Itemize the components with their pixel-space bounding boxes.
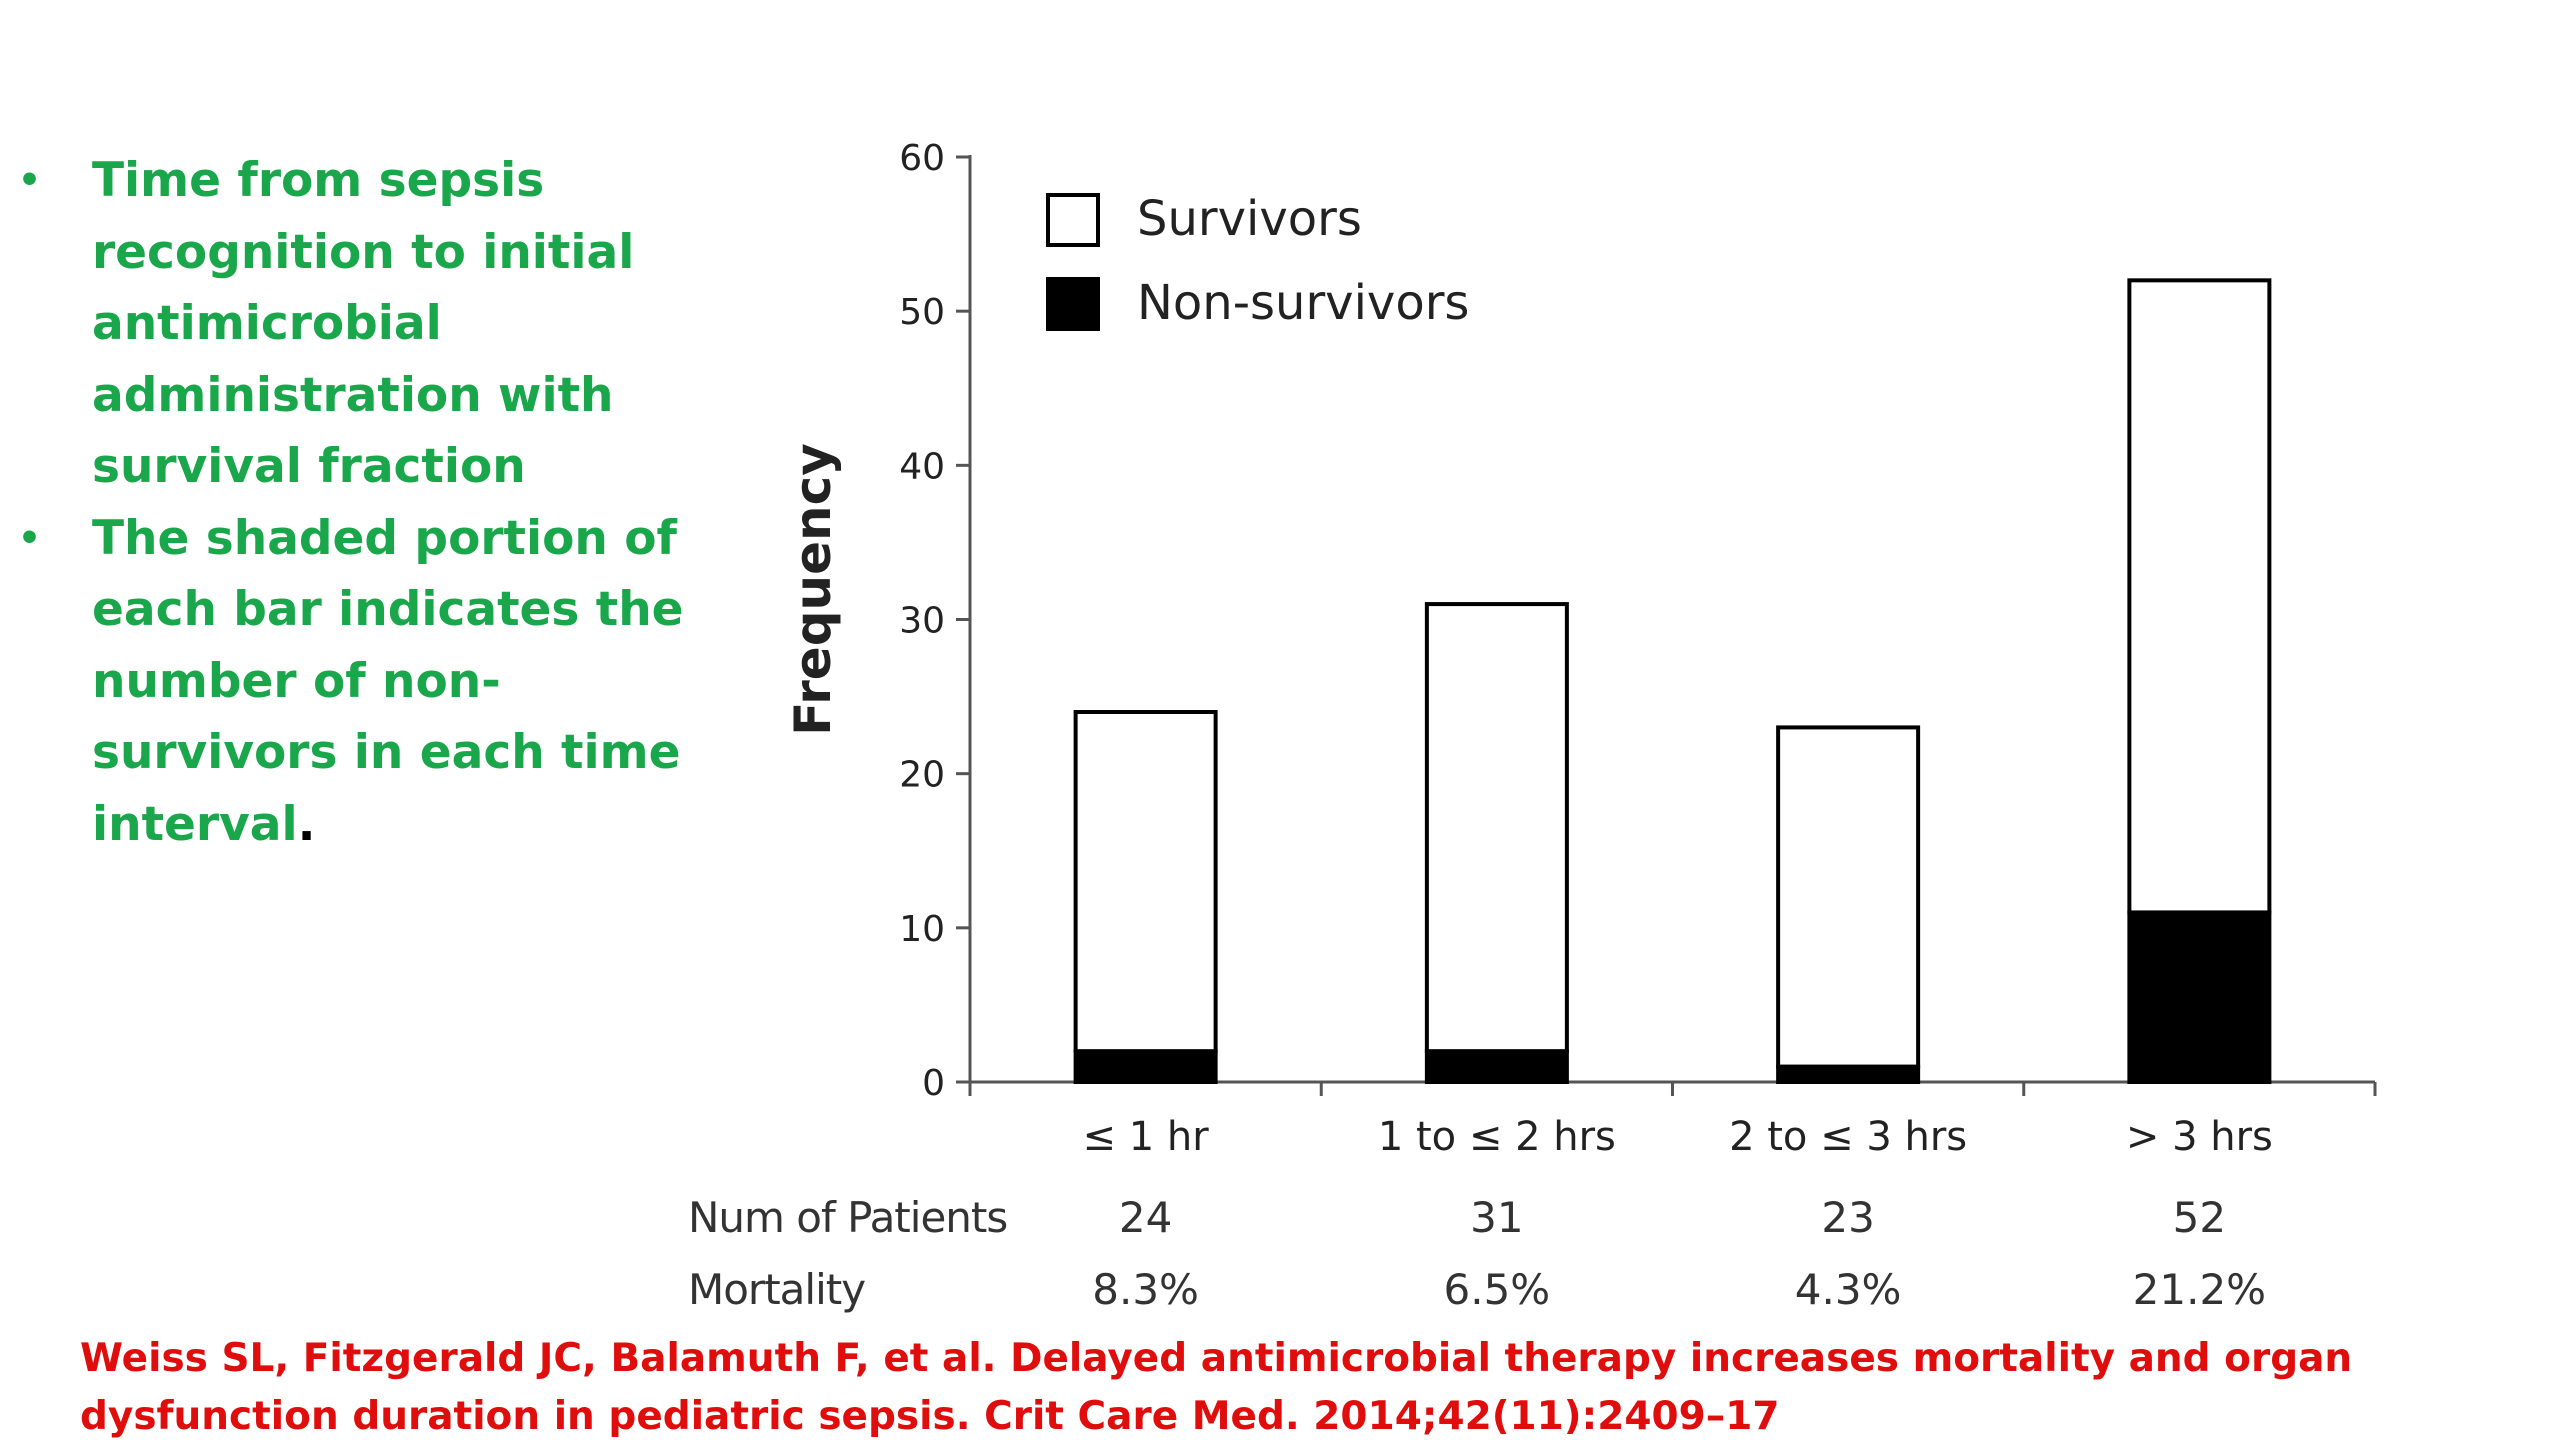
bullet-dot-icon: • xyxy=(18,160,42,201)
y-tick-label: 40 xyxy=(899,446,945,487)
bars xyxy=(1073,278,2272,1085)
y-tick-label: 60 xyxy=(899,138,945,179)
y-axis-title: Frequency xyxy=(784,443,842,736)
x-tick-label: 1 to ≤ 2 hrs xyxy=(1378,1114,1616,1160)
x-tick-label: 2 to ≤ 3 hrs xyxy=(1729,1114,1967,1160)
bar-segment-survivors xyxy=(2127,278,2272,915)
bar-segment-survivors xyxy=(1073,710,1218,1054)
bullet-item: • Time from sepsis recognition to initial… xyxy=(10,145,710,503)
table-cell: 21.2% xyxy=(2133,1265,2266,1314)
bar-segment-non-survivors xyxy=(1073,1049,1218,1084)
bullet-item: • The shaded portion of each bar indicat… xyxy=(10,503,710,861)
bar-segment-non-survivors xyxy=(1424,1049,1569,1084)
table-cell: 23 xyxy=(1821,1193,1874,1242)
y-tick-label: 20 xyxy=(899,755,945,796)
bullet-period: . xyxy=(297,796,316,852)
bar-segment-survivors xyxy=(1776,725,1921,1069)
table-cell: 4.3% xyxy=(1795,1265,1902,1314)
table-cell: 24 xyxy=(1119,1193,1172,1242)
bar-segment-non-survivors xyxy=(2127,910,2272,1085)
table-row-label: Num of Patients xyxy=(688,1193,1007,1242)
bar-segment-non-survivors xyxy=(1776,1064,1921,1085)
bullet-text: The shaded portion of each bar indicates… xyxy=(92,510,684,852)
table-cell: 6.5% xyxy=(1444,1265,1551,1314)
legend-swatch-survivors xyxy=(1046,193,1100,247)
bullet-text: Time from sepsis recognition to initial … xyxy=(92,153,635,494)
chart-legend: Survivors Non-survivors xyxy=(1046,191,1469,331)
legend-label: Non-survivors xyxy=(1137,275,1469,331)
y-tick-label: 50 xyxy=(899,292,945,333)
table-cell: 52 xyxy=(2173,1193,2226,1242)
bullet-dot-icon: • xyxy=(18,517,42,559)
x-axis: ≤ 1 hr 1 to ≤ 2 hrs 2 to ≤ 3 hrs > 3 hrs xyxy=(968,1080,2377,1160)
data-table: Num of Patients 24 31 23 52 Mortality 8.3% 6.5%… xyxy=(688,1193,2266,1314)
table-cell: 31 xyxy=(1470,1193,1523,1242)
legend-swatch-non-survivors xyxy=(1046,277,1100,331)
y-tick-label: 30 xyxy=(899,601,945,642)
legend-label: Survivors xyxy=(1137,191,1362,247)
bar-segment-survivors xyxy=(1424,602,1569,1054)
bullet-list: • Time from sepsis recognition to initial… xyxy=(10,145,710,860)
y-tick-label: 0 xyxy=(922,1063,945,1104)
citation: Weiss SL, Fitzgerald JC, Balamuth F, et … xyxy=(80,1336,2353,1439)
x-tick-label: > 3 hrs xyxy=(2126,1114,2273,1160)
x-tick-label: ≤ 1 hr xyxy=(1083,1114,1210,1160)
y-axis: 0 10 20 30 40 50 60 Frequency xyxy=(784,138,972,1104)
table-cell: 8.3% xyxy=(1092,1265,1199,1314)
y-tick-label: 10 xyxy=(899,909,945,950)
table-row-label: Mortality xyxy=(688,1265,865,1314)
